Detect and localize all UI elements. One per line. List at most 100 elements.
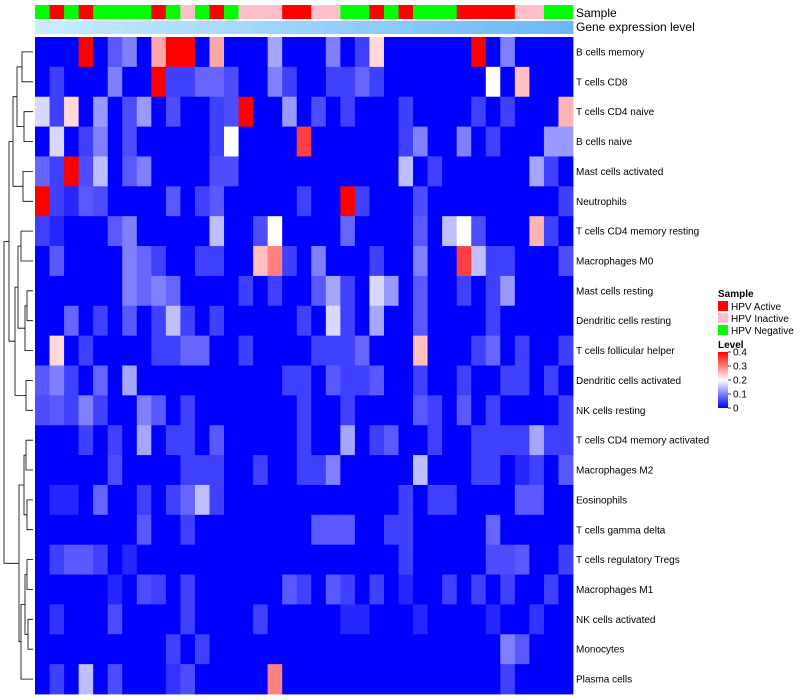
row-label: B cells memory — [576, 47, 644, 58]
heatmap-cell — [107, 425, 123, 456]
row-label: T cells CD4 memory resting — [576, 227, 699, 238]
heatmap-cell — [514, 365, 530, 396]
heatmap-cell — [427, 216, 443, 247]
heatmap-cell — [500, 484, 516, 516]
heatmap-cell — [529, 604, 545, 635]
heatmap-cell — [165, 395, 181, 426]
heatmap-cell — [529, 66, 545, 98]
heatmap-cell — [442, 514, 458, 546]
heatmap-cell — [354, 216, 370, 247]
heatmap-cell — [224, 305, 239, 337]
heatmap-cell — [165, 484, 181, 516]
heatmap-cell — [514, 96, 530, 127]
heatmap-cell — [151, 156, 167, 187]
heatmap-cell — [543, 544, 559, 575]
heatmap-cell — [107, 574, 123, 605]
expression-annotation-cell — [122, 21, 138, 34]
heatmap-cell — [529, 37, 545, 68]
heatmap-cell — [485, 604, 501, 635]
heatmap-cell — [238, 455, 254, 486]
heatmap-cell — [471, 574, 487, 605]
heatmap-cell — [500, 425, 516, 456]
heatmap-cell — [485, 455, 501, 486]
heatmap-cell — [543, 66, 559, 98]
heatmap-cell — [49, 335, 65, 366]
heatmap-cell — [282, 335, 298, 366]
heatmap-cell — [558, 425, 574, 456]
expression-annotation-cell — [296, 21, 312, 34]
heatmap-cell — [64, 126, 80, 157]
heatmap-cell — [543, 37, 559, 68]
heatmap-cell — [93, 66, 109, 98]
heatmap-cell — [383, 514, 399, 546]
heatmap-cell — [529, 365, 545, 396]
row-labels: B cells memory T cells CD8 T cells CD4 nai… — [576, 47, 709, 685]
heatmap-cell — [427, 544, 443, 575]
heatmap-cell — [558, 604, 574, 635]
heatmap-cell — [383, 126, 399, 157]
heatmap-cell — [442, 365, 458, 396]
heatmap-cell — [543, 335, 559, 366]
legend-label-negative: HPV Negative — [731, 326, 794, 337]
heatmap-cell — [253, 305, 269, 337]
heatmap-cell — [427, 305, 443, 337]
heatmap-cell — [165, 634, 181, 665]
heatmap-cell — [485, 186, 501, 217]
heatmap-cell — [78, 96, 94, 127]
heatmap-cell — [383, 186, 399, 217]
heatmap-cell — [267, 455, 283, 486]
heatmap-cell — [558, 335, 574, 366]
heatmap-cell — [122, 186, 138, 217]
heatmap-cell — [485, 156, 501, 187]
heatmap-cell — [471, 484, 487, 516]
heatmap-cell — [64, 514, 80, 546]
heatmap-cell — [456, 275, 472, 307]
heatmap-cell — [500, 455, 516, 486]
heatmap-cell — [529, 335, 545, 366]
expression-annotation-cell — [427, 21, 443, 34]
heatmap-cell — [514, 186, 530, 217]
expression-annotation-cell — [383, 21, 399, 34]
heatmap-cell — [471, 395, 487, 426]
sample-annotation-cell — [151, 5, 167, 19]
heatmap-cell — [267, 156, 283, 187]
heatmap-cell — [209, 126, 225, 157]
heatmap-cell — [49, 514, 65, 546]
heatmap-cell — [485, 664, 501, 695]
heatmap-cell — [78, 395, 94, 426]
heatmap-cell — [93, 574, 109, 605]
heatmap-cell — [456, 186, 472, 217]
heatmap-cell — [93, 455, 109, 486]
heatmap-cell — [340, 484, 356, 516]
heatmap-cell — [456, 66, 472, 98]
heatmap-cell — [514, 604, 530, 635]
heatmap-cell — [78, 425, 94, 456]
heatmap-cell — [107, 544, 123, 575]
heatmap-cell — [296, 604, 312, 635]
heatmap-cell — [136, 216, 152, 247]
expression-annotation-cell — [413, 21, 428, 34]
heatmap-cell — [427, 156, 443, 187]
sample-annotation-cell — [282, 5, 298, 19]
row-label: T cells regulatory Tregs — [576, 555, 680, 566]
heatmap-cell — [238, 574, 254, 605]
heatmap-cell — [340, 37, 356, 68]
heatmap-cell — [165, 425, 181, 456]
sample-annotation-cell — [64, 5, 80, 19]
heatmap-cell — [49, 96, 65, 127]
heatmap-cell — [514, 395, 530, 426]
heatmap-cell — [442, 246, 458, 277]
sample-annotation-cell — [311, 5, 327, 19]
expression-annotation-cell — [325, 21, 341, 34]
heatmap-cell — [253, 66, 269, 98]
heatmap-cell — [122, 574, 138, 605]
heatmap-cell — [180, 395, 196, 426]
heatmap-cell — [35, 156, 50, 187]
heatmap-cell — [136, 126, 152, 157]
heatmap-cell — [93, 604, 109, 635]
heatmap-cell — [456, 544, 472, 575]
row-label: B cells naive — [576, 137, 633, 148]
heatmap-cell — [427, 484, 443, 516]
heatmap-cell — [209, 365, 225, 396]
heatmap-cell — [165, 544, 181, 575]
